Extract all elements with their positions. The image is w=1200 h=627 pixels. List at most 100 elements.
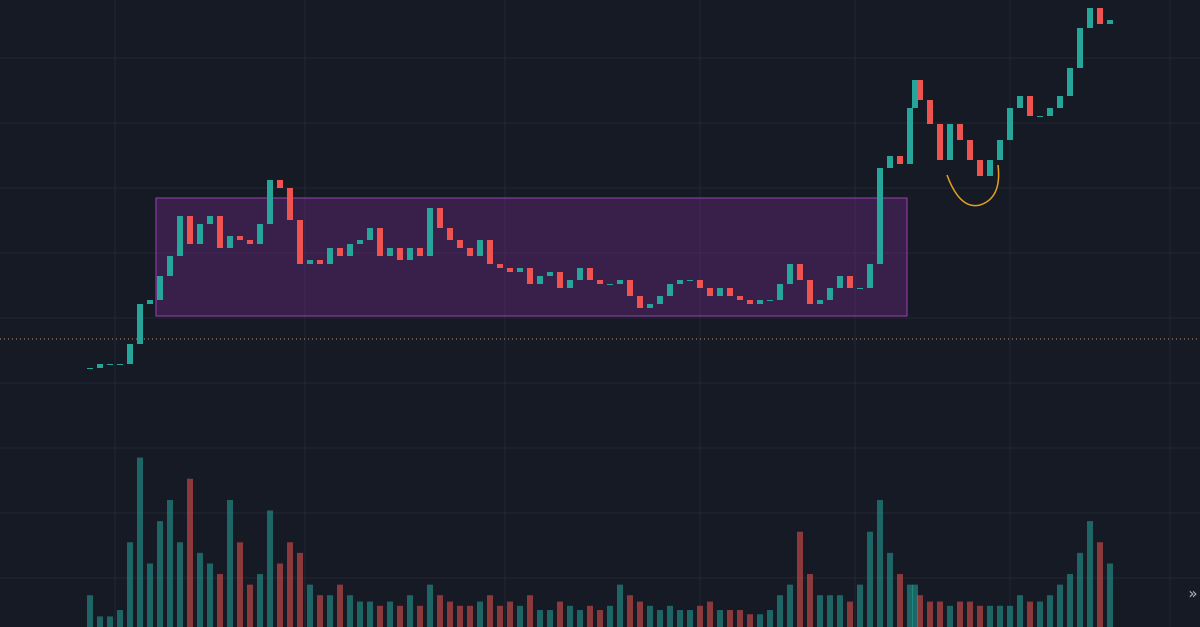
candle bbox=[547, 272, 553, 276]
candle bbox=[912, 80, 918, 108]
volume-bar bbox=[857, 584, 863, 627]
volume-bar bbox=[1077, 552, 1083, 627]
candle bbox=[357, 240, 363, 244]
volume-bar bbox=[577, 610, 583, 627]
candle bbox=[1037, 116, 1043, 117]
volume-bar bbox=[507, 601, 513, 627]
candle bbox=[767, 300, 773, 301]
volume-bar bbox=[837, 595, 843, 627]
volume-bar bbox=[657, 610, 663, 627]
candle bbox=[447, 228, 453, 240]
candle bbox=[817, 300, 823, 304]
candle bbox=[317, 260, 323, 264]
volume-bar bbox=[1097, 542, 1103, 627]
candle bbox=[217, 216, 223, 248]
candle bbox=[717, 288, 723, 296]
volume-bar bbox=[1067, 574, 1073, 627]
volume-bar bbox=[217, 574, 223, 627]
candle bbox=[537, 276, 543, 284]
volume-bar bbox=[947, 605, 953, 627]
volume-bar bbox=[147, 563, 153, 627]
candle bbox=[927, 100, 933, 124]
volume-bar bbox=[457, 605, 463, 627]
volume-bar bbox=[1017, 595, 1023, 627]
candle bbox=[707, 288, 713, 296]
volume-bar bbox=[307, 584, 313, 627]
volume-bar bbox=[887, 552, 893, 627]
volume-bar bbox=[877, 499, 883, 627]
candle bbox=[1107, 20, 1113, 24]
candle bbox=[437, 208, 443, 228]
candle bbox=[607, 284, 613, 285]
drawn-arc bbox=[946, 164, 1000, 207]
candle bbox=[557, 272, 563, 288]
candle bbox=[907, 108, 913, 164]
volume-bar bbox=[777, 595, 783, 627]
candle bbox=[277, 180, 283, 188]
candle bbox=[687, 280, 693, 281]
candle bbox=[957, 124, 963, 140]
volume-bar bbox=[687, 610, 693, 627]
candle bbox=[477, 240, 483, 256]
scroll-button[interactable]: » bbox=[1188, 585, 1197, 603]
candle bbox=[977, 160, 983, 176]
volume-bar bbox=[547, 610, 553, 627]
volume-bar bbox=[787, 584, 793, 627]
candle bbox=[867, 264, 873, 288]
candle bbox=[307, 260, 313, 264]
candle bbox=[667, 284, 673, 296]
candle bbox=[147, 300, 153, 304]
candle bbox=[897, 156, 903, 164]
candle bbox=[387, 248, 393, 256]
volume-bar bbox=[807, 574, 813, 627]
volume-bar bbox=[187, 478, 193, 627]
candle bbox=[837, 276, 843, 288]
candle bbox=[487, 240, 493, 264]
volume-bar bbox=[427, 584, 433, 627]
volume-bar bbox=[97, 616, 103, 627]
volume-bar bbox=[1057, 584, 1063, 627]
volume-bar bbox=[797, 531, 803, 627]
candle bbox=[117, 364, 123, 365]
volume-bar bbox=[647, 605, 653, 627]
volume-bar bbox=[347, 595, 353, 627]
candle bbox=[517, 268, 523, 272]
candle bbox=[1027, 96, 1033, 116]
candle bbox=[457, 240, 463, 248]
candle bbox=[257, 224, 263, 244]
volume-bar bbox=[617, 584, 623, 627]
volume-bar bbox=[157, 521, 163, 627]
volume-bar bbox=[767, 610, 773, 627]
volume-bar bbox=[237, 542, 243, 627]
volume-bar bbox=[557, 601, 563, 627]
volume-bar bbox=[467, 605, 473, 627]
volume-bar bbox=[287, 542, 293, 627]
volume-bar bbox=[627, 595, 633, 627]
candle bbox=[237, 236, 243, 240]
candle bbox=[877, 168, 883, 264]
candle bbox=[1017, 96, 1023, 108]
candle bbox=[397, 248, 403, 260]
volume-bar bbox=[127, 542, 133, 627]
volume-bar bbox=[87, 595, 93, 627]
candle bbox=[467, 248, 473, 256]
candle bbox=[207, 216, 213, 224]
volume-bar bbox=[1007, 605, 1013, 627]
volume-bar bbox=[207, 563, 213, 627]
volume-bar bbox=[367, 601, 373, 627]
candle bbox=[637, 296, 643, 308]
candle bbox=[1067, 68, 1073, 96]
candle bbox=[627, 280, 633, 296]
candle bbox=[697, 280, 703, 288]
candle bbox=[1007, 108, 1013, 140]
candle bbox=[727, 288, 733, 296]
candle bbox=[797, 264, 803, 280]
candle bbox=[887, 156, 893, 168]
candle bbox=[197, 224, 203, 244]
candle bbox=[967, 140, 973, 160]
volume-bar bbox=[867, 531, 873, 627]
volume-bar bbox=[167, 499, 173, 627]
candle bbox=[1097, 8, 1103, 24]
volume-bar bbox=[937, 601, 943, 627]
